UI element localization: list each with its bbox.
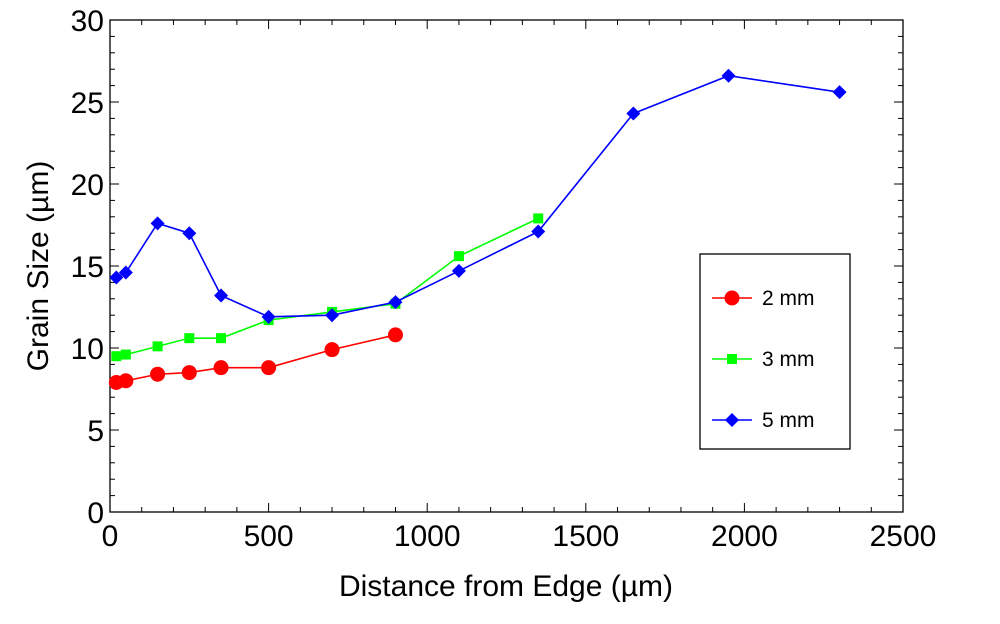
y-axis-title: Grain Size (µm) <box>22 161 55 372</box>
x-tick-label: 0 <box>102 520 119 553</box>
x-tick-label: 2000 <box>711 520 778 553</box>
x-tick-label: 500 <box>244 520 294 553</box>
data-point <box>118 373 134 389</box>
x-tick-label: 1000 <box>394 520 461 553</box>
y-tick-label: 30 <box>71 5 104 38</box>
data-point <box>150 366 166 382</box>
data-point <box>324 342 340 358</box>
y-tick-label: 5 <box>87 415 104 448</box>
y-tick-label: 25 <box>71 87 104 120</box>
y-tick-label: 10 <box>71 333 104 366</box>
legend-items: 2 mm 3 mm 5 mm <box>712 287 815 432</box>
data-point <box>325 308 340 323</box>
data-point <box>261 309 276 324</box>
x-axis-title: Distance from Edge (µm) <box>339 570 673 603</box>
legend-swatch-marker <box>727 354 737 364</box>
data-point <box>261 360 277 376</box>
tick-labels: 0 500 1000 1500 2000 2500 0 5 10 15 20 25 30 <box>71 5 937 553</box>
legend-label: 3 mm <box>762 348 815 371</box>
legend-item: 3 mm <box>712 348 815 371</box>
data-point <box>533 213 544 224</box>
data-point <box>109 270 124 285</box>
x-tick-label: 2500 <box>870 520 937 553</box>
data-point <box>626 106 641 121</box>
data-point <box>388 295 403 310</box>
data-point <box>832 85 847 100</box>
legend-item: 5 mm <box>712 409 815 432</box>
x-tick-label: 1500 <box>552 520 619 553</box>
data-point <box>182 226 197 241</box>
data-point <box>184 333 195 344</box>
data-point <box>111 351 122 362</box>
y-tick-label: 15 <box>71 251 104 284</box>
data-point <box>150 216 165 231</box>
axis-ticks <box>109 19 904 513</box>
series-3-mm <box>111 213 544 362</box>
data-point <box>451 263 466 278</box>
series-5-mm <box>109 68 847 324</box>
legend: 2 mm 3 mm 5 mm <box>699 253 851 450</box>
data-point <box>152 341 163 352</box>
legend-box <box>699 253 851 450</box>
data-point <box>181 365 197 381</box>
legend-label: 5 mm <box>762 409 815 432</box>
y-tick-label: 20 <box>71 169 104 202</box>
series-line <box>116 217 539 357</box>
data-point <box>213 360 229 376</box>
data-point <box>387 327 403 343</box>
series-2-mm <box>108 327 403 390</box>
data-point <box>531 224 546 239</box>
legend-swatch-marker <box>725 413 739 427</box>
data-point <box>118 265 133 280</box>
data-point <box>453 251 464 262</box>
legend-label: 2 mm <box>762 287 815 310</box>
series-layer <box>108 68 847 390</box>
legend-swatch-marker <box>724 290 740 306</box>
data-point <box>120 349 131 360</box>
data-point <box>721 68 736 83</box>
legend-item: 2 mm <box>712 287 815 310</box>
y-tick-label: 0 <box>87 497 104 530</box>
data-point <box>214 288 229 303</box>
data-point <box>216 333 227 344</box>
